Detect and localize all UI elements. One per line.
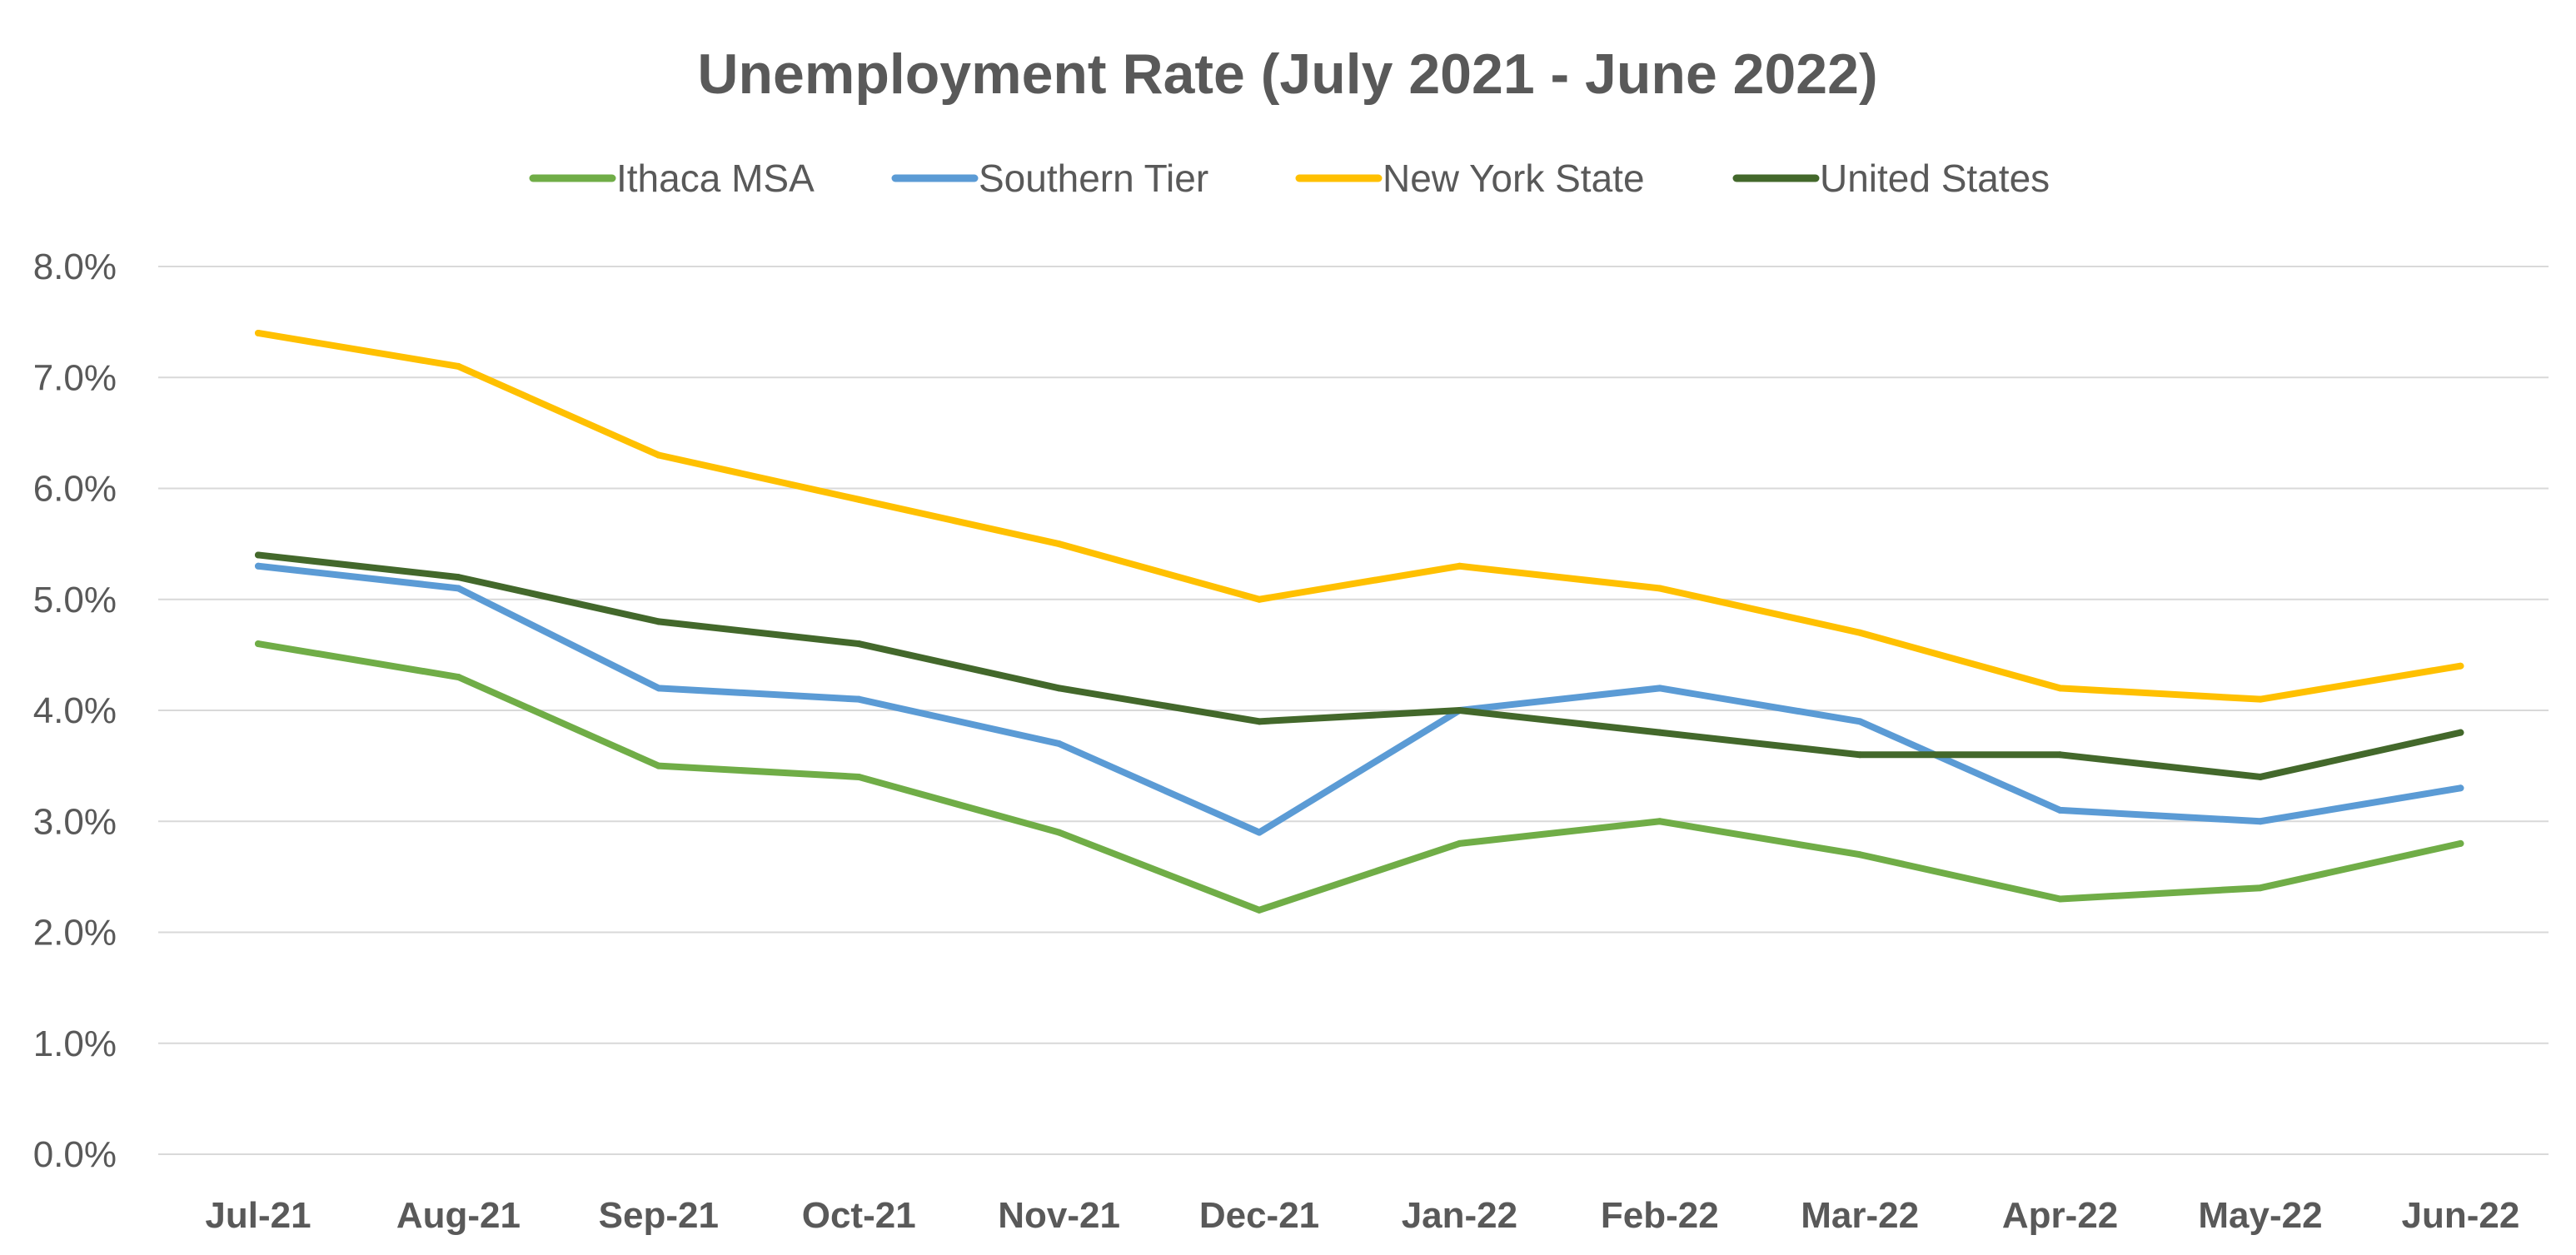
- data-point: [2056, 685, 2064, 692]
- data-point: [2257, 773, 2264, 780]
- data-point: [2457, 662, 2464, 670]
- legend-label: Southern Tier: [979, 157, 1208, 200]
- y-tick-label: 3.0%: [33, 801, 117, 842]
- chart-title: Unemployment Rate (July 2021 - June 2022…: [697, 42, 1877, 106]
- y-tick-label: 5.0%: [33, 580, 117, 620]
- x-tick-label: Feb-22: [1601, 1195, 1719, 1236]
- data-point: [1856, 718, 1864, 725]
- x-tick-label: Apr-22: [2002, 1195, 2118, 1236]
- x-tick-label: Sep-21: [599, 1195, 719, 1236]
- data-point: [1656, 585, 1663, 592]
- x-tick-label: Dec-21: [1199, 1195, 1319, 1236]
- data-point: [2257, 695, 2264, 703]
- series-line: [255, 562, 2464, 836]
- y-tick-label: 0.0%: [33, 1134, 117, 1175]
- data-point: [2257, 818, 2264, 825]
- y-tick-label: 2.0%: [33, 913, 117, 954]
- x-tick-label: Jan-22: [1402, 1195, 1517, 1236]
- data-point: [255, 640, 262, 648]
- legend-label: United States: [1820, 157, 2050, 200]
- x-tick-label: Aug-21: [396, 1195, 521, 1236]
- data-point: [1055, 829, 1063, 836]
- data-point: [255, 551, 262, 559]
- data-point: [2056, 806, 2064, 814]
- data-point: [855, 773, 863, 780]
- series-line: [255, 640, 2464, 914]
- data-point: [2457, 784, 2464, 792]
- series-united-states: [255, 551, 2464, 780]
- data-point: [655, 685, 662, 692]
- data-point: [455, 674, 462, 681]
- legend: Ithaca MSA Southern Tier New York State Uni…: [529, 157, 2050, 200]
- data-point: [655, 762, 662, 769]
- data-point: [1856, 851, 1864, 859]
- data-point: [1656, 729, 1663, 736]
- y-tick-label: 8.0%: [33, 247, 117, 287]
- series-new-york-state: [255, 329, 2464, 703]
- data-point: [2056, 895, 2064, 903]
- data-point: [1656, 818, 1663, 825]
- data-point: [1256, 718, 1263, 725]
- y-axis: 0.0% 1.0% 2.0% 3.0% 4.0% 5.0% 6.0% 7.0% 8.0%: [33, 247, 117, 1175]
- legend-item: Ithaca MSA: [529, 157, 815, 200]
- x-tick-label: Oct-21: [802, 1195, 916, 1236]
- data-point: [1856, 751, 1864, 759]
- data-point: [1256, 906, 1263, 914]
- data-point: [255, 329, 262, 336]
- data-point: [1456, 839, 1463, 847]
- data-point: [1256, 829, 1263, 836]
- data-point: [2457, 729, 2464, 736]
- data-point: [655, 451, 662, 459]
- data-point: [1256, 595, 1263, 603]
- y-tick-label: 4.0%: [33, 690, 117, 731]
- data-point: [1856, 629, 1864, 636]
- series-line: [255, 551, 2464, 780]
- y-tick-label: 1.0%: [33, 1023, 117, 1064]
- data-point: [2457, 839, 2464, 847]
- data-point: [2056, 751, 2064, 759]
- x-tick-label: Nov-21: [998, 1195, 1120, 1236]
- series-ithaca-msa: [255, 640, 2464, 914]
- data-point: [1456, 707, 1463, 714]
- legend-item: United States: [1732, 157, 2050, 200]
- series-line: [255, 329, 2464, 703]
- data-point: [455, 574, 462, 581]
- data-point: [455, 585, 462, 592]
- data-point: [855, 640, 863, 648]
- y-tick-label: 7.0%: [33, 357, 117, 398]
- gridlines: [158, 266, 2549, 1155]
- data-point: [855, 496, 863, 503]
- data-point: [1456, 562, 1463, 570]
- x-tick-label: Jun-22: [2401, 1195, 2519, 1236]
- data-point: [1055, 685, 1063, 692]
- data-point: [1055, 540, 1063, 548]
- legend-item: Southern Tier: [891, 157, 1208, 200]
- legend-label: Ithaca MSA: [616, 157, 815, 200]
- series-group: [255, 329, 2464, 914]
- data-point: [455, 362, 462, 370]
- data-point: [255, 562, 262, 570]
- data-point: [1656, 685, 1663, 692]
- x-axis: Jul-21 Aug-21 Sep-21 Oct-21 Nov-21 Dec-21 Jan-…: [205, 1195, 2519, 1236]
- x-tick-label: May-22: [2198, 1195, 2322, 1236]
- legend-item: New York State: [1295, 157, 1645, 200]
- x-tick-label: Mar-22: [1801, 1195, 1919, 1236]
- y-tick-label: 6.0%: [33, 469, 117, 510]
- x-tick-label: Jul-21: [205, 1195, 311, 1236]
- data-point: [655, 618, 662, 625]
- data-point: [855, 695, 863, 703]
- legend-label: New York State: [1383, 157, 1645, 200]
- data-point: [1055, 740, 1063, 747]
- data-point: [2257, 884, 2264, 892]
